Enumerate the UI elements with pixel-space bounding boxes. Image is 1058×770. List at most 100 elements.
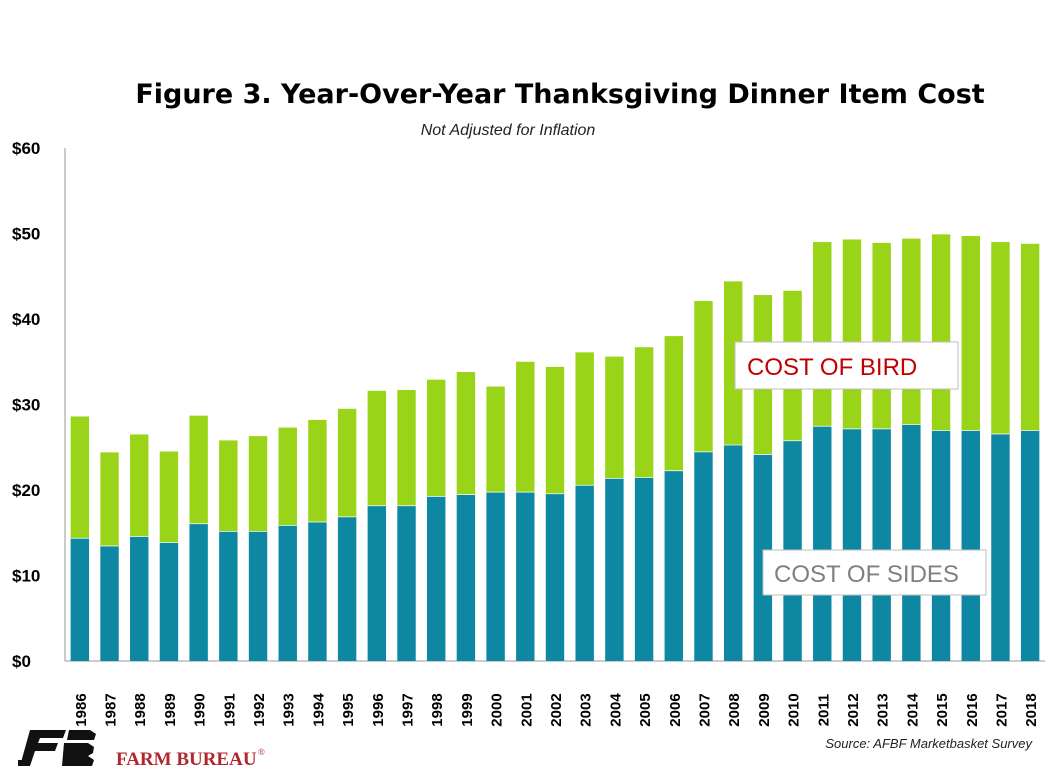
bar-segment-bird <box>991 242 1010 434</box>
y-tick-label: $10 <box>12 567 40 586</box>
bar-segment-bird <box>219 440 238 532</box>
annotation-sides: COST OF SIDES <box>762 549 987 596</box>
bar-segment-sides <box>902 424 921 661</box>
bar-segment-sides <box>397 505 416 661</box>
chart-subtitle: Not Adjusted for Inflation <box>421 122 596 139</box>
bar-segment-bird <box>367 390 387 506</box>
bar-segment-sides <box>575 484 594 661</box>
x-tick-label: 2005 <box>637 693 654 726</box>
plot-area: $0 $10 $20 $30 $40 $50 $60 1986 1987 1988 1989 199… <box>12 139 1045 727</box>
bar-segment-sides <box>516 491 535 661</box>
x-tick-label: 1986 <box>73 693 90 726</box>
bar-segment-bird <box>634 347 654 478</box>
bar-segment-bird <box>278 427 297 526</box>
y-tick-labels: $0 $10 $20 $30 $40 $50 $60 <box>12 139 40 671</box>
bar-segment-bird <box>189 415 208 524</box>
bar-segment-bird <box>605 356 624 479</box>
bar-segment-bird <box>337 408 357 517</box>
bar-segment-sides <box>308 521 327 661</box>
bar-segment-bird <box>397 389 416 506</box>
farm-bureau-logo: FARM BUREAU ® <box>18 730 265 770</box>
bar-segment-sides <box>664 470 683 661</box>
bars <box>70 234 1040 661</box>
y-tick-label: $30 <box>12 396 40 415</box>
y-tick-label: $20 <box>12 481 40 500</box>
bar-segment-bird <box>159 451 179 543</box>
x-tick-label: 2006 <box>667 693 684 726</box>
x-tick-label: 2017 <box>993 693 1010 726</box>
bar-segment-sides <box>219 531 238 661</box>
bar-segment-bird <box>575 352 594 485</box>
x-tick-label: 2009 <box>756 693 773 726</box>
bar-segment-bird <box>516 361 535 492</box>
x-tick-label: 2016 <box>964 693 981 726</box>
bar-segment-bird <box>1020 243 1040 431</box>
x-tick-label: 2015 <box>934 693 951 726</box>
x-tick-label: 2008 <box>726 693 743 726</box>
x-tick-label: 2014 <box>904 693 921 727</box>
x-tick-label: 1987 <box>103 693 120 726</box>
bar-segment-sides <box>70 537 90 661</box>
bar-segment-sides <box>634 477 654 661</box>
bar-segment-sides <box>159 542 179 661</box>
x-tick-label: 1995 <box>340 693 357 726</box>
bar-segment-bird <box>248 436 268 532</box>
bar-segment-bird <box>842 239 862 429</box>
bar-segment-sides <box>367 505 387 661</box>
x-tick-label: 2007 <box>696 693 713 726</box>
bar-segment-sides <box>1020 430 1040 661</box>
bar-segment-sides <box>723 444 743 661</box>
bar-segment-bird <box>723 281 743 445</box>
bar-segment-sides <box>991 433 1010 661</box>
bar-segment-bird <box>308 419 327 522</box>
bar-segment-sides <box>337 516 357 661</box>
y-tick-label: $40 <box>12 310 40 329</box>
registered-mark: ® <box>258 747 265 757</box>
y-tick-label: $50 <box>12 225 40 244</box>
bar-segment-sides <box>605 478 624 661</box>
x-tick-label: 1998 <box>429 693 446 726</box>
x-tick-label: 1988 <box>132 693 149 726</box>
bar-segment-bird <box>872 242 891 429</box>
bar-segment-bird <box>931 234 951 431</box>
bar-segment-bird <box>961 236 980 431</box>
y-tick-label: $60 <box>12 139 40 158</box>
annotation-bird: COST OF BIRD <box>734 341 959 390</box>
bar-segment-bird <box>130 434 149 537</box>
bar-segment-sides <box>130 536 149 661</box>
x-tick-label: 1996 <box>370 693 387 726</box>
bar-segment-sides <box>100 545 119 661</box>
x-tick-label: 2011 <box>815 694 832 727</box>
x-tick-label: 2010 <box>786 693 803 726</box>
x-tick-label: 1993 <box>281 693 298 726</box>
bar-segment-sides <box>872 428 891 661</box>
bar-segment-bird <box>902 238 921 425</box>
source-note: Source: AFBF Marketbasket Survey <box>825 736 1033 751</box>
x-tick-label: 2004 <box>607 693 624 727</box>
bar-segment-bird <box>70 416 90 538</box>
bar-segment-bird <box>813 242 832 426</box>
bar-segment-bird <box>486 386 505 492</box>
x-tick-label: 2001 <box>518 693 535 726</box>
annotation-sides-label: COST OF SIDES <box>774 561 959 588</box>
bar-segment-sides <box>931 430 951 661</box>
bar-segment-sides <box>545 493 565 661</box>
bar-segment-sides <box>278 525 297 661</box>
y-tick-label: $0 <box>12 652 31 671</box>
bar-segment-bird <box>427 379 446 496</box>
x-tick-label: 1991 <box>221 693 238 726</box>
x-tick-label: 2012 <box>845 693 862 726</box>
x-tick-label: 2000 <box>489 693 506 726</box>
x-tick-label: 2003 <box>578 693 595 726</box>
x-tick-label: 1994 <box>310 693 327 727</box>
bar-segment-bird <box>100 452 119 546</box>
x-tick-label: 1999 <box>459 693 476 726</box>
bar-segment-sides <box>813 425 832 661</box>
x-tick-label: 2013 <box>875 693 892 726</box>
farm-bureau-wordmark: FARM BUREAU <box>116 749 257 770</box>
bar-segment-sides <box>842 428 862 661</box>
bar-segment-bird <box>545 366 565 494</box>
chart-title: Figure 3. Year-Over-Year Thanksgiving Di… <box>135 79 984 110</box>
bar-segment-bird <box>456 372 476 495</box>
